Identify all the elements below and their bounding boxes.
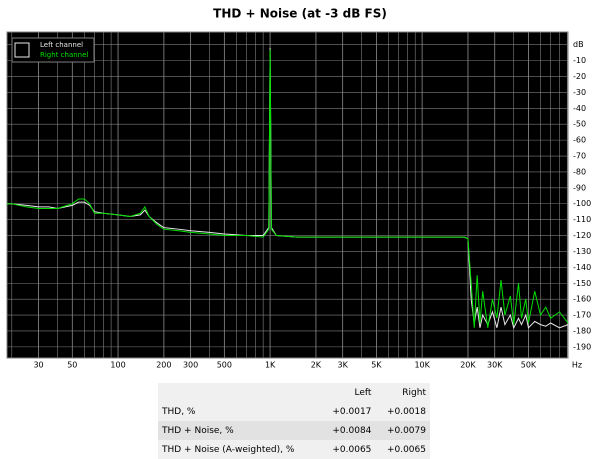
x-tick-label: 500 — [217, 361, 232, 370]
x-tick-label: 20K — [460, 361, 476, 370]
x-tick-label: 300 — [183, 361, 198, 370]
x-axis-label: Hz — [572, 361, 582, 370]
x-tick-label: 1K — [265, 361, 276, 370]
y-tick-label: -190 — [573, 342, 591, 351]
y-tick-label: -100 — [573, 199, 591, 208]
y-tick-label: -110 — [573, 215, 591, 224]
y-tick-label: -40 — [573, 104, 586, 113]
plot-area — [6, 31, 569, 359]
y-tick-label: -150 — [573, 279, 591, 288]
y-tick-label: -140 — [573, 263, 591, 272]
x-tick-label: 50K — [521, 361, 537, 370]
y-tick-label: -10 — [573, 56, 586, 65]
row-label: THD + Noise (A-weighted), % — [162, 444, 295, 455]
x-tick-label: 100 — [110, 361, 125, 370]
cell-value: +0.0018 — [386, 406, 426, 417]
x-tick-label: 10K — [414, 361, 430, 370]
cell-value: +0.0065 — [386, 444, 426, 455]
y-tick-label: -160 — [573, 295, 591, 304]
legend-box — [11, 37, 95, 63]
results-table: Left Right THD, % +0.0017 +0.0018 THD + Nois… — [158, 383, 430, 459]
legend-label: Right channel — [40, 51, 88, 59]
y-tick-label: -170 — [573, 311, 591, 320]
chart: THD + Noise (at -3 dB FS) dB -10 -20 -30 -40… — [6, 7, 591, 370]
y-tick-label: -180 — [573, 326, 591, 335]
y-tick-label: -130 — [573, 247, 591, 256]
table-header: Left Right — [158, 383, 430, 402]
y-tick-label: -20 — [573, 72, 586, 81]
cell-value: +0.0065 — [332, 444, 372, 455]
table-row: THD, % +0.0017 +0.0018 — [158, 402, 430, 421]
x-tick-label: 5K — [371, 361, 382, 370]
x-tick-label: 50 — [67, 361, 77, 370]
x-tick-label: 30 — [33, 361, 43, 370]
column-header: Right — [402, 387, 426, 398]
y-tick-label: -60 — [573, 136, 586, 145]
x-tick-label: 3K — [337, 361, 348, 370]
row-label: THD + Noise, % — [162, 425, 234, 436]
y-tick-label: dB — [573, 40, 584, 49]
x-tick-label: 30K — [487, 361, 503, 370]
y-tick-label: -120 — [573, 231, 591, 240]
column-header: Left — [354, 387, 372, 398]
table-row: THD + Noise (A-weighted), % +0.0065 +0.006… — [158, 440, 430, 459]
x-tick-label: 2K — [311, 361, 322, 370]
y-tick-label: -30 — [573, 88, 586, 97]
row-label: THD, % — [162, 406, 196, 417]
legend: Left channel Right channel — [11, 37, 95, 63]
legend-icon — [14, 42, 30, 58]
cell-value: +0.0017 — [332, 406, 372, 417]
y-tick-label: -70 — [573, 152, 586, 161]
y-tick-label: -90 — [573, 183, 586, 192]
series-line — [7, 49, 569, 328]
blank — [158, 383, 321, 402]
y-tick-label: -80 — [573, 167, 586, 176]
y-tick-label: -50 — [573, 120, 586, 129]
cell-value: +0.0084 — [332, 425, 372, 436]
cell-value: +0.0079 — [386, 425, 426, 436]
x-tick-label: 200 — [156, 361, 171, 370]
chart-title: THD + Noise (at -3 dB FS) — [213, 7, 387, 21]
table-row: THD + Noise, % +0.0084 +0.0079 — [158, 421, 430, 440]
legend-label: Left channel — [40, 41, 83, 49]
